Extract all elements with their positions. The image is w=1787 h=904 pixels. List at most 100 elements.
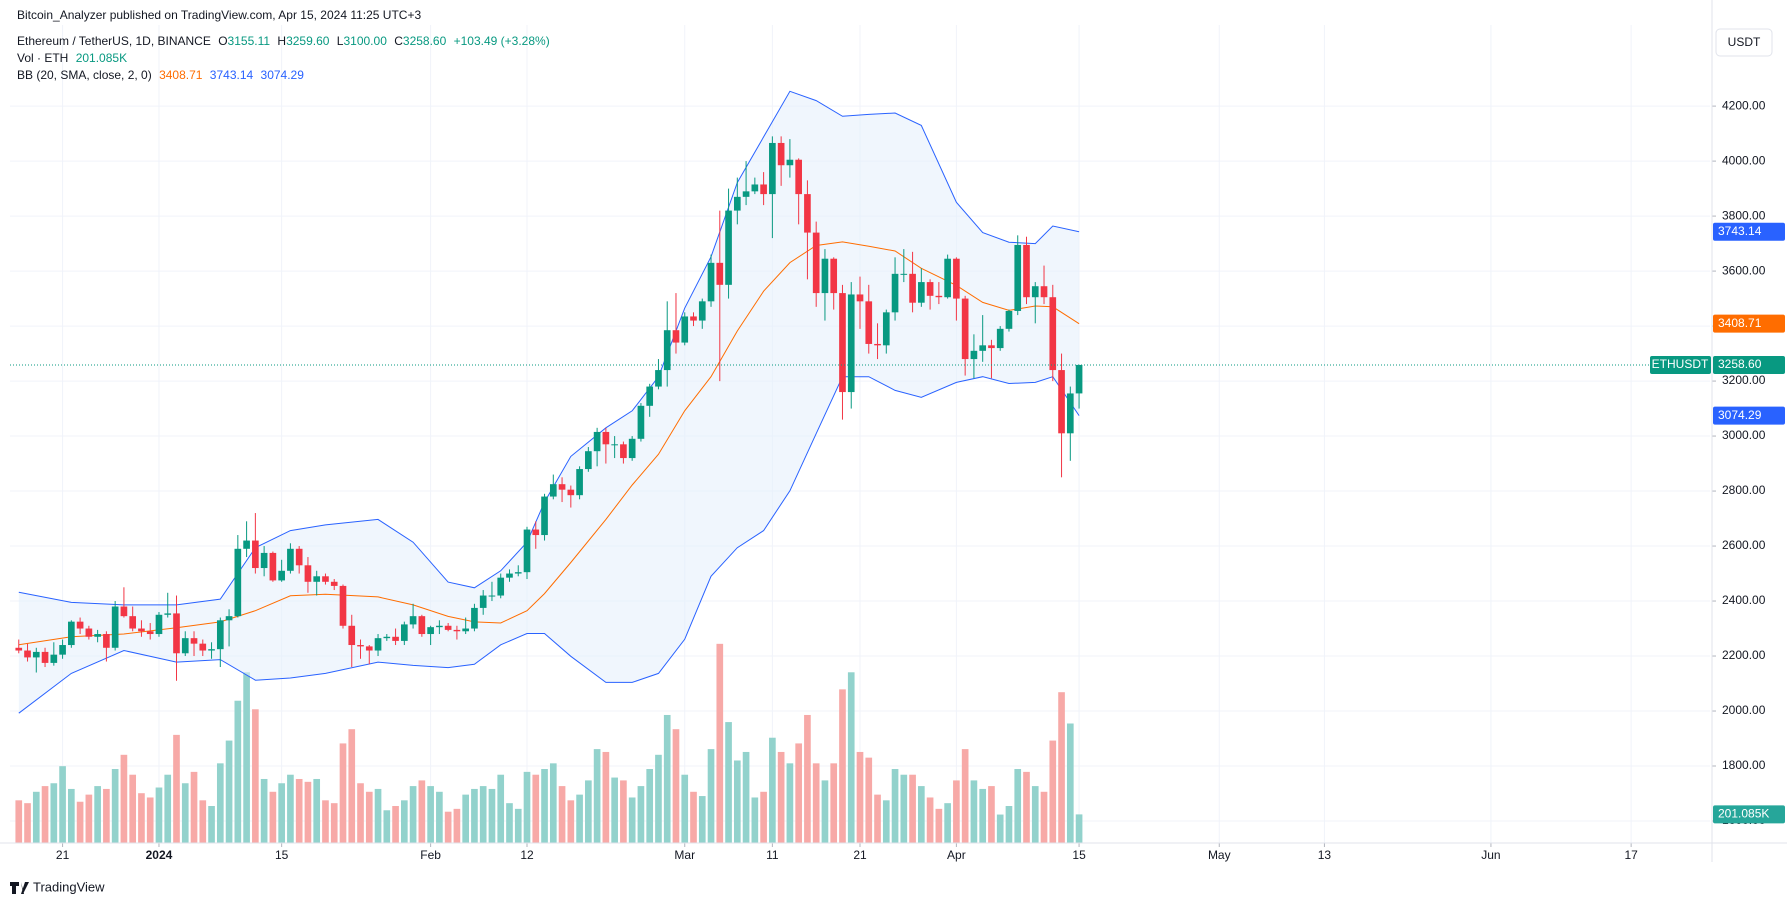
candle-body <box>50 654 58 663</box>
volume-bar <box>103 788 110 843</box>
candle-body <box>839 293 846 393</box>
volume-bar <box>979 788 987 843</box>
candle-body <box>1049 297 1057 371</box>
x-tick-label: 2024 <box>146 848 173 862</box>
candle-body <box>374 638 382 651</box>
volume-bar <box>918 786 925 843</box>
bb-lower <box>18 376 1080 714</box>
candle-body <box>1058 370 1065 434</box>
x-tick-label: 21 <box>56 848 70 862</box>
x-tick-label: 17 <box>1624 848 1638 862</box>
ohlc-value: 3155.11 <box>227 34 271 48</box>
candle-body <box>234 548 242 617</box>
candle-body <box>357 645 364 647</box>
candle-body <box>541 496 548 536</box>
volume-bar <box>471 788 478 843</box>
candle-body <box>988 345 995 349</box>
volume-label-box <box>1713 805 1785 824</box>
candle-body <box>383 636 391 639</box>
candle-body <box>742 191 750 197</box>
volume-bar <box>672 729 680 843</box>
volume-bar <box>313 778 321 843</box>
candle-body <box>637 405 645 439</box>
candle-body <box>532 529 540 536</box>
candle-body <box>655 370 662 387</box>
volume-bar <box>506 803 513 843</box>
last-price-label-box <box>1713 355 1785 374</box>
candle-body <box>514 572 522 574</box>
candle-body <box>252 540 259 569</box>
volume-bar <box>576 794 583 843</box>
volume-bar <box>593 749 601 843</box>
volume-bar <box>15 800 23 843</box>
volume-bar <box>488 788 496 843</box>
volume-bar <box>821 780 829 843</box>
currency-label[interactable]: USDT <box>1728 35 1761 49</box>
candle-body <box>59 645 66 655</box>
volume-bar <box>269 791 277 843</box>
volume-bar <box>567 800 575 843</box>
candle-body <box>120 606 128 617</box>
volume-bar <box>199 800 207 843</box>
volume-bar <box>322 800 329 843</box>
plot <box>10 90 1710 843</box>
x-tick-label: 15 <box>1072 848 1086 862</box>
volume-bar <box>1014 769 1022 843</box>
candle-body <box>243 540 250 549</box>
candle-body <box>549 484 557 497</box>
candle-body <box>68 621 75 646</box>
candle-body <box>725 210 732 285</box>
candle-body <box>935 295 943 298</box>
candle-body <box>681 316 689 343</box>
volume-bar <box>926 797 934 843</box>
volume-bar <box>129 774 137 843</box>
candle-body <box>181 638 189 654</box>
symbol: Ethereum / TetherUS, 1D, BINANCE <box>17 34 211 48</box>
y-tick-label: 4000.00 <box>1722 153 1766 167</box>
volume-bar <box>900 774 908 843</box>
volume-bar <box>68 788 75 843</box>
candle-body <box>918 282 925 303</box>
ohlc-key: L <box>336 34 344 48</box>
volume-bar <box>50 783 58 843</box>
candle-body <box>760 184 767 195</box>
volume-bar <box>804 714 811 843</box>
candle-body <box>847 294 855 393</box>
volume-bar <box>497 774 505 843</box>
candle-body <box>953 258 960 299</box>
volume-bar <box>330 803 338 843</box>
volume-bar <box>1023 771 1030 843</box>
volume-bar <box>839 689 846 843</box>
y-tick-label: 2600.00 <box>1722 538 1766 552</box>
candle-body <box>278 570 285 581</box>
volume-bar <box>1031 786 1039 843</box>
volume-bar <box>681 774 689 843</box>
candle-body <box>558 484 566 490</box>
volume-bar <box>523 771 531 843</box>
candle-body <box>786 159 794 166</box>
candle-body <box>453 629 461 632</box>
candle-body <box>295 548 303 566</box>
candle-body <box>865 301 873 344</box>
last-price-label: 3258.60 <box>1718 357 1762 371</box>
volume-bar <box>225 740 233 843</box>
symbol-box <box>1650 355 1711 374</box>
volume-bar <box>549 763 557 843</box>
volume-bar <box>944 803 951 843</box>
candle-body <box>970 350 978 360</box>
candle-body <box>146 631 154 635</box>
volume-bar <box>436 791 443 843</box>
currency-button[interactable] <box>1715 28 1773 57</box>
volume-bar <box>146 797 154 843</box>
volume-bar <box>216 763 224 843</box>
volume-bar <box>760 791 767 843</box>
candle-body <box>576 469 583 496</box>
volume-bar <box>173 734 180 843</box>
candle-body <box>874 343 881 346</box>
volume-bar <box>357 783 364 843</box>
volume-bar <box>1049 740 1057 843</box>
volume-bar <box>111 769 119 843</box>
volume-bar <box>865 757 873 843</box>
candle-body <box>1066 393 1074 434</box>
